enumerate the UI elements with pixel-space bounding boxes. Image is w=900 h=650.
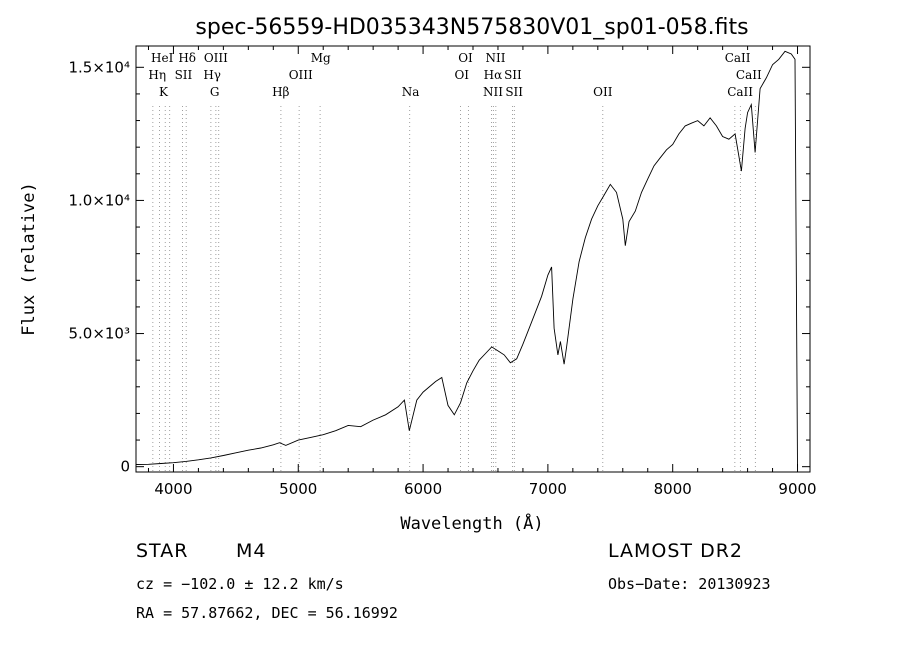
x-tick-label: 4000 [154, 480, 192, 498]
x-tick-label: 5000 [279, 480, 317, 498]
spectral-line-label: SII [175, 68, 193, 82]
spectral-line-label: Mg [311, 51, 331, 65]
x-axis: 4000 5000 6000 7000 8000 9000 [147, 46, 817, 498]
spectral-line-label: OI [458, 51, 473, 65]
spectral-line-label: NII [483, 85, 503, 99]
spectral-line-label: CaII [727, 85, 753, 99]
spectral-line-label: SII [504, 68, 522, 82]
spectral-line-label: Hγ [203, 68, 221, 82]
spectral-line-label: G [210, 85, 220, 99]
object-subclass: M4 [236, 540, 267, 562]
y-tick-label: 1.0×10⁴ [68, 191, 130, 209]
spectral-line-label: Na [402, 85, 420, 99]
x-tick-label: 7000 [529, 480, 567, 498]
spectral-line-label: Hα [484, 68, 503, 82]
spectrum-line [135, 50, 798, 467]
spectral-line-label: OIII [204, 51, 228, 65]
x-tick-label: 9000 [778, 480, 816, 498]
spectral-line-label: CaII [736, 68, 762, 82]
x-axis-label: Wavelength (Å) [400, 512, 543, 534]
coordinates: RA = 57.87662, DEC = 56.16992 [136, 604, 398, 622]
object-class: STAR [136, 540, 189, 562]
spectral-line-label: Hδ [178, 51, 196, 65]
spectral-line-label: K [159, 85, 169, 99]
spectral-line-label: SII [505, 85, 523, 99]
spectral-line-label: HeI [151, 51, 174, 65]
plot-frame [135, 45, 811, 473]
y-tick-label: 1.5×10⁴ [68, 58, 130, 76]
y-tick-label: 5.0×10³ [68, 325, 130, 343]
spectral-line-label: OII [593, 85, 613, 99]
spectral-line-label: OI [454, 68, 469, 82]
spectral-line-label: CaII [725, 51, 751, 65]
spectral-line-label: Hβ [272, 85, 289, 99]
redshift-velocity: cz = −102.0 ± 12.2 km/s [136, 575, 344, 593]
observation-date: Obs−Date: 20130923 [608, 575, 771, 593]
spectral-line-label: Hη [148, 68, 166, 82]
x-tick-label: 6000 [404, 480, 442, 498]
y-axis-label: Flux (relative) [19, 182, 39, 336]
x-tick-label: 8000 [654, 480, 692, 498]
chart-title: spec-56559-HD035343N575830V01_sp01-058.f… [195, 15, 748, 40]
y-tick-label: 0 [120, 458, 130, 476]
spectral-line-label: NII [485, 51, 505, 65]
survey-name: LAMOST DR2 [608, 540, 743, 562]
spectral-line-label: OIII [289, 68, 313, 82]
y-axis: 0 5.0×10³ 1.0×10⁴ 1.5×10⁴ [68, 58, 810, 476]
